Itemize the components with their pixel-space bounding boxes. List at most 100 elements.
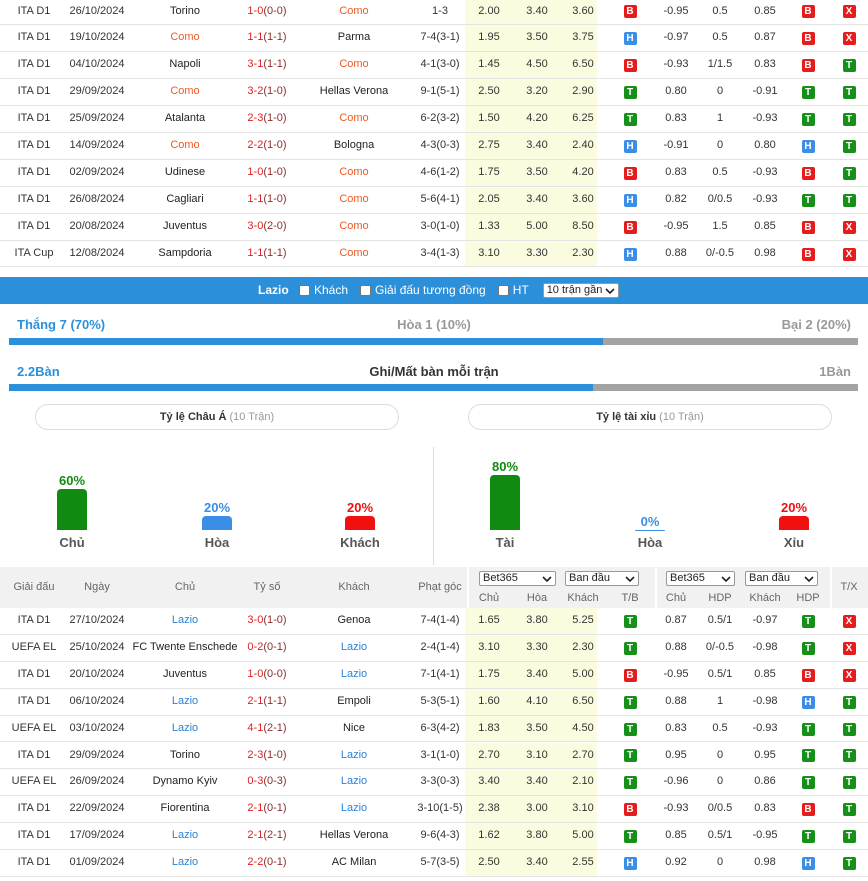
stat-value: 20% xyxy=(203,500,231,516)
loss-label: Bại 2 (20%) xyxy=(781,317,851,332)
away-team: Como xyxy=(339,192,369,205)
checkbox[interactable] xyxy=(360,285,372,296)
away-team: Empoli xyxy=(337,694,371,707)
odds: 2.40 xyxy=(572,139,594,151)
league: ITA D1 xyxy=(17,802,51,815)
bookmaker-select[interactable]: Ban đầu xyxy=(565,571,639,586)
home-team: Juventus xyxy=(162,219,208,232)
panel-subtitle: (10 Trận) xyxy=(659,411,704,423)
bookmaker-select[interactable]: Bet365 xyxy=(479,571,556,586)
stat-value: 80% xyxy=(491,458,519,474)
odds: 3.10 xyxy=(572,802,594,815)
checkbox-label[interactable]: HT xyxy=(512,283,529,297)
match-count-select[interactable]: 10 trận gần xyxy=(542,283,619,298)
handicap-odds: 1/1.5 xyxy=(707,58,733,71)
score: 3-0(1-0) xyxy=(236,608,298,634)
bookmaker-select[interactable]: Bet365 xyxy=(666,571,735,586)
header-separator xyxy=(830,567,832,608)
score: 1-0(0-0) xyxy=(236,0,298,24)
handicap-odds: -0.95 xyxy=(663,4,689,17)
odds: 3.60 xyxy=(572,192,594,205)
result-badge: B xyxy=(801,668,815,682)
result-badge: T xyxy=(842,193,856,207)
goals-scored: 2.2Bàn xyxy=(17,364,60,379)
panel-title: Tỷ lệ Châu Á xyxy=(159,411,227,423)
odds: 5.00 xyxy=(572,667,594,680)
stat-bar xyxy=(635,530,665,531)
handicap-odds: 0 xyxy=(716,748,724,761)
sub-header: Khách xyxy=(749,592,781,604)
corners: 6-2(3-2) xyxy=(420,112,460,125)
home-team: Lazio xyxy=(171,856,199,869)
home-team: Torino xyxy=(170,748,200,761)
score: 2-1(0-1) xyxy=(236,796,298,822)
full-time-score: 3-0 xyxy=(247,614,264,626)
result-badge: X xyxy=(842,641,856,655)
result-badge: T xyxy=(623,86,637,100)
checkbox[interactable] xyxy=(497,285,509,296)
sub-header: Chủ xyxy=(665,592,687,604)
full-time-score: 1-0 xyxy=(247,4,264,17)
handicap-odds: -0.93 xyxy=(663,58,689,71)
league: ITA D1 xyxy=(17,219,51,232)
half-time-score: (1-0) xyxy=(263,112,287,125)
odds: 3.10 xyxy=(478,246,500,259)
odds-highlight xyxy=(465,213,597,240)
result-badge: T xyxy=(842,803,856,817)
corners: 5-6(4-1) xyxy=(420,192,460,205)
full-time-score: 2-3 xyxy=(247,748,264,761)
result-badge: T xyxy=(801,722,815,736)
odds: 4.10 xyxy=(526,694,548,707)
checkbox-label[interactable]: Giải đấu tương đồng xyxy=(375,283,486,297)
result-badge: B xyxy=(801,5,815,19)
odds: 3.10 xyxy=(526,748,548,761)
panel-divider xyxy=(433,447,434,565)
result-badge: X xyxy=(842,32,856,46)
odds: 3.40 xyxy=(526,775,548,788)
chevron xyxy=(542,576,552,583)
result-badge: B xyxy=(801,166,815,180)
odds-highlight xyxy=(465,661,597,688)
league: ITA D1 xyxy=(17,139,51,151)
handicap-odds: 0.82 xyxy=(665,192,687,205)
half-time-score: (2-0) xyxy=(263,219,287,232)
score: 2-2(0-1) xyxy=(236,850,298,876)
handicap-odds: 0.95 xyxy=(665,748,687,761)
odds: 2.30 xyxy=(572,640,594,653)
select-text: Bet365 xyxy=(483,572,518,584)
date: 02/09/2024 xyxy=(69,165,125,178)
checkbox[interactable] xyxy=(299,285,310,296)
panel-tab[interactable]: Tỷ lệ Châu Á (10 Trận) xyxy=(35,404,399,430)
odds: 6.50 xyxy=(572,58,594,71)
select-text: Bet365 xyxy=(670,572,705,584)
result-badge: H xyxy=(623,193,637,207)
handicap-odds: -0.98 xyxy=(752,694,778,707)
panel-tab[interactable]: Tỷ lệ tài xỉu (10 Trận) xyxy=(468,404,832,430)
select-text: Ban đầu xyxy=(569,572,610,584)
corners: 6-3(4-2) xyxy=(420,721,460,734)
handicap-odds: 0.5 xyxy=(712,31,728,44)
sub-header: HDP xyxy=(796,592,820,604)
away-team: Bologna xyxy=(333,139,375,151)
odds: 3.40 xyxy=(478,775,500,788)
away-team: Lazio xyxy=(340,640,368,653)
table-row: ITA D1 06/10/2024 Lazio 2-1(1-1) Empoli 5-3(5… xyxy=(0,688,868,716)
result-badge: X xyxy=(842,668,856,682)
half-time-score: (1-1) xyxy=(263,694,287,707)
league: ITA D1 xyxy=(17,58,51,71)
column-header: Phạt góc xyxy=(418,581,462,593)
result-badge: H xyxy=(801,857,815,871)
result-badge: B xyxy=(801,220,815,234)
score: 3-2(1-0) xyxy=(236,79,298,105)
odds: 4.20 xyxy=(572,165,594,178)
handicap-odds: 0.95 xyxy=(754,748,776,761)
odds: 6.25 xyxy=(572,112,594,125)
checkbox-label[interactable]: Khách xyxy=(314,283,349,297)
handicap-odds: 0.5/1 xyxy=(707,829,733,842)
bookmaker-select[interactable]: Ban đầu xyxy=(745,571,818,586)
odds: 3.20 xyxy=(526,85,548,98)
full-time-score: 0-2 xyxy=(247,640,264,653)
handicap-odds: 0 xyxy=(716,775,724,788)
date: 27/10/2024 xyxy=(69,614,125,626)
sub-header: Chủ xyxy=(478,592,500,604)
